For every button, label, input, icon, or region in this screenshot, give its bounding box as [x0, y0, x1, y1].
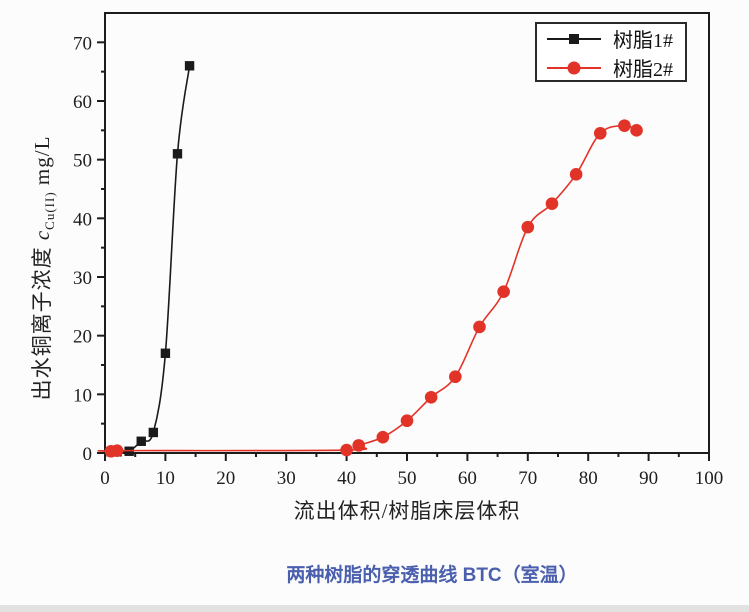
data-point-marker	[172, 149, 183, 159]
legend-item-resin2: 树脂2#	[537, 53, 685, 82]
x-tick-label: 50	[398, 468, 417, 489]
y-tick-label: 40	[73, 209, 92, 230]
data-point-marker	[160, 348, 171, 358]
data-point-marker	[148, 427, 159, 438]
y-axis-label-text: 出水铜离子浓度	[29, 240, 54, 401]
y-tick-label: 60	[73, 92, 92, 113]
chart-plot-area: 0 10 20 30 40 50 60 70 80 90 100 0 10 20 30 40 50 60 70	[73, 12, 723, 489]
data-point-marker	[340, 443, 353, 457]
legend-sample-resin2	[547, 61, 601, 75]
data-point-marker	[136, 436, 146, 446]
data-point-marker	[593, 126, 607, 140]
y-tick-label: 0	[83, 444, 93, 465]
legend-label-resin1: 树脂1#	[613, 30, 673, 52]
data-point-marker	[569, 168, 583, 181]
y-axis-label: 出水铜离子浓度 cCu(II) mg/L	[26, 136, 58, 401]
data-point-marker	[449, 370, 462, 384]
y-axis-ticks: 0 10 20 30 40 50 60 70	[73, 33, 105, 465]
y-tick-label: 30	[73, 268, 92, 289]
x-tick-label: 0	[100, 468, 110, 489]
square-marker-icon	[569, 33, 579, 44]
y-tick-label: 20	[73, 327, 92, 348]
data-point-marker	[618, 119, 631, 132]
data-point-marker	[400, 414, 414, 428]
x-tick-label: 80	[579, 468, 598, 489]
data-point-marker	[497, 285, 510, 298]
legend-item-resin1: 树脂1#	[537, 24, 685, 53]
y-tick-label: 50	[73, 151, 92, 172]
x-tick-label: 90	[639, 468, 658, 489]
x-tick-label: 10	[156, 468, 175, 489]
x-tick-label: 100	[695, 468, 724, 489]
series-line	[97, 124, 637, 453]
data-point-marker	[184, 61, 195, 71]
legend-label-resin2: 树脂2#	[613, 59, 673, 81]
circle-marker-icon	[567, 61, 581, 74]
x-axis-label: 流出体积/树脂床层体积	[293, 499, 521, 523]
y-axis-unit: mg/L	[29, 135, 54, 192]
x-tick-label: 70	[518, 468, 537, 489]
x-tick-label: 30	[277, 468, 296, 489]
series-line	[111, 65, 191, 453]
data-point-marker	[352, 439, 365, 452]
legend-sample-resin1	[547, 32, 601, 46]
y-tick-label: 10	[73, 385, 92, 406]
y-axis-symbol: c	[29, 229, 54, 241]
data-point-marker	[424, 390, 438, 404]
data-point-marker	[630, 124, 643, 137]
data-point-marker	[376, 430, 390, 444]
series-0	[106, 61, 195, 457]
y-axis-subscript: Cu(II)	[42, 191, 58, 230]
data-point-marker	[521, 220, 535, 234]
series-1	[97, 119, 643, 458]
x-axis-ticks: 0 10 20 30 40 50 60 70 80 90 100	[100, 453, 723, 489]
legend: 树脂1# 树脂2#	[535, 22, 687, 82]
x-tick-label: 60	[458, 468, 477, 489]
y-tick-label: 70	[73, 33, 92, 54]
x-tick-label: 20	[216, 468, 235, 489]
bottom-strip	[0, 605, 749, 612]
data-point-marker	[473, 320, 486, 334]
data-point-marker	[110, 444, 124, 457]
caption: 两种树脂的穿透曲线 BTC（室温）	[286, 565, 578, 586]
x-tick-label: 40	[337, 468, 356, 489]
data-point-marker	[545, 197, 559, 210]
